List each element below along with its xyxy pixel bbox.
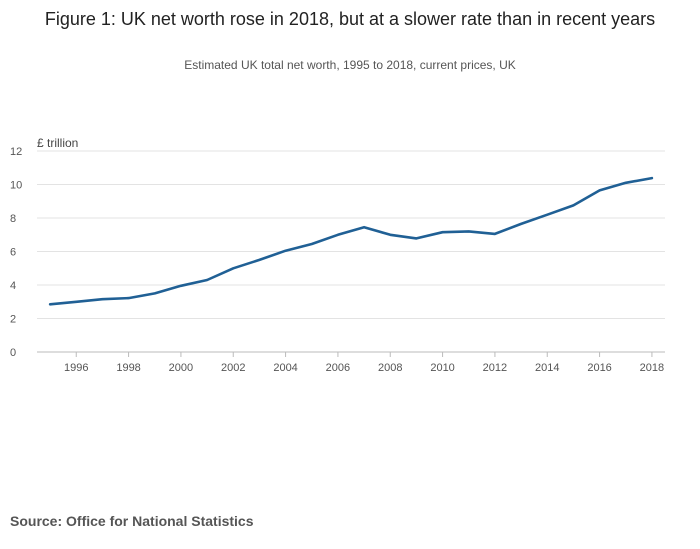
x-tick-label: 2006	[326, 362, 350, 374]
x-tick-label: 2014	[535, 362, 559, 374]
x-tick-label: 2016	[587, 362, 611, 374]
chart-subtitle: Estimated UK total net worth, 1995 to 20…	[184, 58, 516, 72]
x-tick-label: 1996	[64, 362, 88, 374]
y-tick-label: 6	[10, 247, 16, 259]
source-note: Source: Office for National Statistics	[10, 513, 254, 529]
y-tick-label: 2	[10, 314, 16, 326]
x-tick-label: 2002	[221, 362, 245, 374]
x-tick-label: 2004	[273, 362, 297, 374]
x-tick-label: 2012	[483, 362, 507, 374]
x-tick-label: 2010	[430, 362, 454, 374]
chart-title: Figure 1: UK net worth rose in 2018, but…	[44, 9, 656, 29]
y-tick-label: 0	[10, 347, 16, 359]
x-tick-label: 2008	[378, 362, 402, 374]
x-tick-label: 2018	[640, 362, 664, 374]
y-tick-label: 10	[10, 180, 22, 192]
x-tick-label: 1998	[116, 362, 140, 374]
x-tick-label: 2000	[169, 362, 193, 374]
series-line	[48, 176, 654, 306]
y-tick-label: 4	[10, 280, 16, 292]
y-axis-label: £ trillion	[37, 136, 79, 150]
y-tick-label: 12	[10, 146, 22, 158]
y-tick-label: 8	[10, 213, 16, 225]
